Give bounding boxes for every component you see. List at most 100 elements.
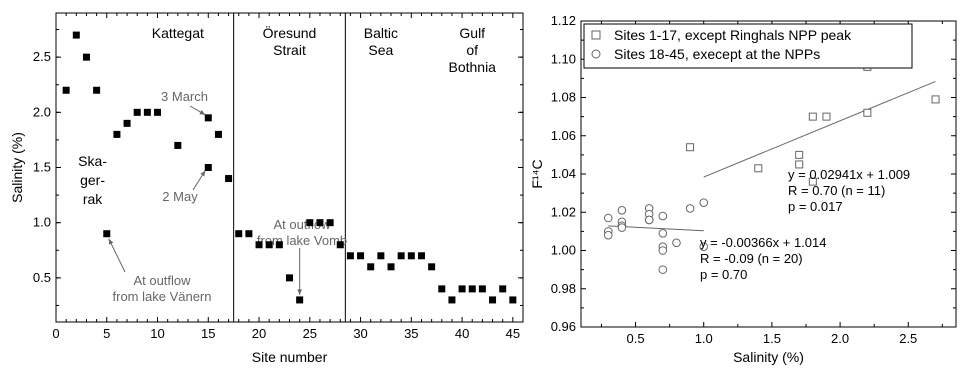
x-axis-label: Site number — [252, 349, 328, 365]
legend-label: Sites 18-45, execept at the NPPs — [614, 46, 820, 62]
y-axis-label: F¹⁴C — [529, 159, 545, 188]
annotation-arrowhead — [200, 170, 206, 177]
data-point — [133, 108, 141, 116]
fit-equation: p = 0.70 — [700, 267, 747, 282]
data-point — [754, 164, 763, 173]
x-tick-label: 20 — [252, 326, 266, 341]
data-point — [795, 150, 804, 159]
y-tick-label: 1.12 — [551, 13, 576, 28]
data-point — [699, 198, 709, 207]
data-point — [367, 263, 375, 271]
region-label: Sea — [368, 42, 393, 58]
data-point — [478, 285, 486, 293]
data-point — [686, 143, 695, 152]
fit-equation: p = 0.017 — [788, 199, 843, 214]
data-point — [658, 265, 668, 274]
data-point — [617, 223, 627, 232]
data-point — [658, 228, 668, 238]
annotation-arrowhead — [297, 289, 302, 295]
region-label-skagerrak: ger- — [80, 172, 105, 188]
y-tick-label: 1.10 — [551, 51, 576, 66]
annotation-arrowhead — [199, 110, 206, 115]
data-point — [863, 108, 872, 117]
data-point — [103, 230, 111, 238]
x-tick-label: 5 — [103, 326, 110, 341]
y-tick-label: 1.0 — [33, 215, 51, 230]
data-point — [808, 112, 817, 121]
data-point — [326, 219, 334, 227]
data-point — [617, 206, 627, 215]
y-tick-label: 1.5 — [33, 160, 51, 175]
region-label-skagerrak: rak — [83, 191, 103, 207]
data-point — [336, 241, 344, 249]
data-point — [438, 285, 446, 293]
y-tick-label: 0.98 — [551, 281, 576, 296]
data-point — [603, 230, 613, 240]
data-point — [123, 119, 131, 127]
region-label: Kattegat — [152, 25, 204, 41]
annotation-lake-vanern: from lake Vänern — [113, 289, 212, 304]
data-point — [255, 241, 263, 249]
x-tick-label: 2.0 — [831, 331, 849, 346]
x-tick-label: 35 — [404, 326, 418, 341]
legend-box — [583, 23, 913, 69]
data-point — [235, 230, 243, 238]
data-point — [428, 263, 436, 271]
annotation-lake-vanern: At outflow — [133, 273, 191, 288]
data-point — [931, 95, 940, 104]
data-point — [644, 215, 654, 225]
data-point — [808, 177, 817, 186]
data-point — [417, 252, 425, 260]
salinity-by-site-chart: 0 5 10 15 20 25 30 35 40 45 0.5 1.0 1.5 2.0 2.5 Site nu… — [9, 12, 524, 365]
data-point — [458, 285, 466, 293]
x-tick-label: 1.5 — [763, 331, 781, 346]
legend-marker — [591, 30, 601, 40]
x-tick-label: 0.5 — [627, 331, 645, 346]
y-tick-label: 0.96 — [551, 319, 576, 334]
fit-equation: R = 0.70 (n = 11) — [788, 183, 885, 198]
data-point — [699, 242, 709, 251]
x-tick-label: 25 — [303, 326, 317, 341]
x-tick-label: 15 — [201, 326, 215, 341]
data-point — [489, 296, 497, 304]
x-tick-label: 30 — [353, 326, 367, 341]
data-point — [154, 108, 162, 116]
data-point — [296, 296, 304, 304]
fit-line — [703, 80, 936, 178]
f14c-vs-salinity-chart: 0.5 1.0 1.5 2.0 2.5 0.96 0.98 1.00 1.02 1.04 1.06 1… — [529, 13, 957, 365]
region-label: Bothnia — [448, 59, 496, 75]
data-point — [658, 211, 668, 221]
data-point — [316, 219, 324, 227]
data-point — [306, 219, 314, 227]
data-point — [275, 241, 283, 249]
region-label: Öresund — [263, 24, 317, 41]
data-point — [387, 263, 395, 271]
data-point — [357, 252, 365, 260]
data-point — [603, 213, 613, 223]
data-point — [93, 86, 101, 94]
region-label: Gulf — [459, 25, 485, 41]
x-tick-label: 2.5 — [899, 331, 917, 346]
x-axis-label: Salinity (%) — [733, 349, 804, 365]
fit-equation: R = -0.09 (n = 20) — [700, 251, 803, 266]
data-point — [346, 252, 354, 260]
data-point — [397, 252, 405, 260]
data-point — [214, 130, 222, 138]
x-tick-label: 10 — [150, 326, 164, 341]
y-tick-label: 1.04 — [551, 166, 576, 181]
data-point — [143, 108, 151, 116]
region-label: of — [466, 42, 478, 58]
region-label: Baltic — [364, 25, 398, 41]
fit-equation: y = 0.02941x + 1.009 — [788, 167, 910, 182]
y-tick-label: 1.06 — [551, 128, 576, 143]
data-point — [448, 296, 456, 304]
y-tick-label: 1.00 — [551, 243, 576, 258]
data-point — [672, 238, 681, 248]
y-tick-label: 1.08 — [551, 90, 576, 105]
annotation-arrowhead — [108, 238, 114, 245]
data-point — [822, 112, 831, 121]
x-tick-label: 45 — [506, 326, 520, 341]
y-tick-label: 2.0 — [33, 104, 51, 119]
x-tick-label: 0 — [52, 326, 59, 341]
